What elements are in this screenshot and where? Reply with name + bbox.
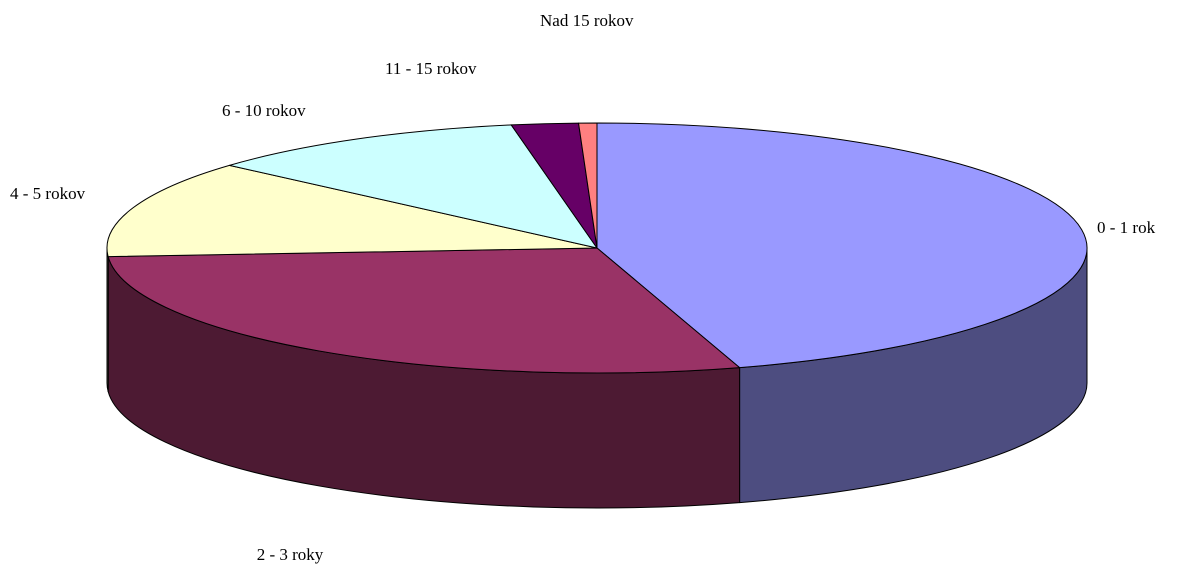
slice xyxy=(578,122,598,249)
slice-label: 6 - 10 rokov xyxy=(222,101,306,120)
slice xyxy=(596,122,1088,369)
slice-label: 2 - 3 roky xyxy=(257,545,324,564)
slice-label: 4 - 5 rokov xyxy=(10,184,86,203)
slice xyxy=(106,164,598,258)
slice-label: 11 - 15 rokov xyxy=(385,59,477,78)
slice xyxy=(228,124,598,249)
slice-side xyxy=(106,247,109,393)
slice-label: Nad 15 rokov xyxy=(540,11,634,30)
slice-label: 0 - 1 rok xyxy=(1097,218,1156,237)
slice xyxy=(107,247,741,374)
